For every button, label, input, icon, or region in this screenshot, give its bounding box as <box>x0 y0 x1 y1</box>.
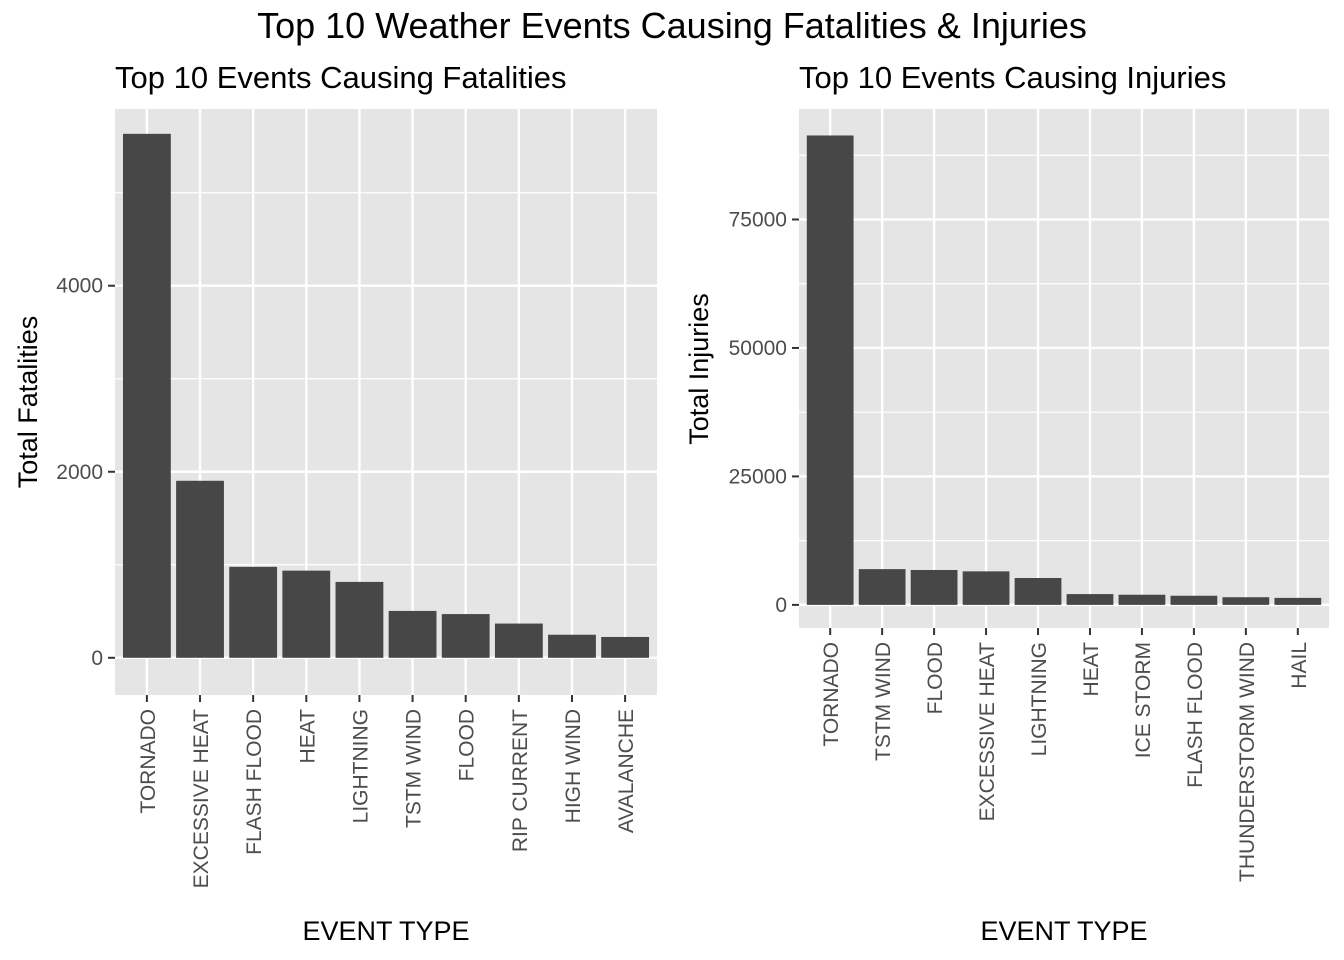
injuries-bars <box>806 135 1322 605</box>
fatalities-bar-tornado <box>122 133 171 658</box>
fatalities-x-tick-label: HIGH WIND <box>562 709 585 823</box>
fatalities-chart-title: Top 10 Events Causing Fatalities <box>115 60 566 95</box>
fatalities-y-axis-title: Total Fatalities <box>13 316 43 489</box>
injuries-chart: Top 10 Events Causing Injuries 0 25000 500… <box>684 60 1329 946</box>
injuries-bar-hail <box>1274 597 1322 605</box>
injuries-bar-tstm-wind <box>858 569 906 605</box>
fatalities-bar-rip-current <box>494 623 543 658</box>
fatalities-x-tick-label: EXCESSIVE HEAT <box>190 709 213 889</box>
fatalities-x-axis: TORNADO EXCESSIVE HEAT FLASH FLOOD HEAT LIGH… <box>137 695 638 888</box>
fatalities-bar-heat <box>282 570 331 658</box>
injuries-x-axis-title: EVENT TYPE <box>980 916 1147 946</box>
fatalities-y-tick-label: 2000 <box>56 461 103 484</box>
fatalities-bar-lightning <box>335 581 384 658</box>
injuries-bar-tornado <box>806 135 854 605</box>
injuries-bar-thunderstorm-wind <box>1222 597 1270 605</box>
fatalities-x-tick-label: FLOOD <box>456 709 479 781</box>
injuries-bar-excessive-heat <box>962 571 1010 605</box>
injuries-y-tick-label: 50000 <box>729 337 787 360</box>
fatalities-bar-flood <box>441 614 490 658</box>
injuries-chart-title: Top 10 Events Causing Injuries <box>799 60 1226 95</box>
fatalities-bar-flash-flood <box>229 566 278 658</box>
fatalities-x-tick-label: TSTM WIND <box>403 709 426 828</box>
fatalities-chart: Top 10 Events Causing Fatalities 0 2000 40… <box>13 60 657 946</box>
injuries-x-tick-label: LIGHTNING <box>1028 642 1051 756</box>
injuries-y-tick-label: 25000 <box>729 465 787 488</box>
injuries-y-axis-title: Total Injuries <box>684 293 714 445</box>
main-title: Top 10 Weather Events Causing Fatalities… <box>257 5 1087 46</box>
fatalities-y-tick-label: 4000 <box>56 275 103 298</box>
fatalities-x-tick-label: HEAT <box>296 709 319 764</box>
injuries-x-tick-label: FLOOD <box>924 642 947 714</box>
fatalities-x-tick-label: RIP CURRENT <box>509 709 532 852</box>
fatalities-x-tick-label: LIGHTNING <box>349 709 372 823</box>
fatalities-bar-excessive-heat <box>176 480 224 658</box>
fatalities-bar-high-wind <box>548 634 596 658</box>
injuries-bar-ice-storm <box>1118 594 1166 605</box>
injuries-bar-lightning <box>1014 578 1062 605</box>
fatalities-y-axis: 0 2000 4000 <box>56 275 115 670</box>
injuries-x-tick-label: TSTM WIND <box>872 642 895 761</box>
fatalities-x-tick-label: FLASH FLOOD <box>243 709 266 855</box>
injuries-bar-flash-flood <box>1170 595 1218 605</box>
injuries-x-tick-label: EXCESSIVE HEAT <box>976 642 999 822</box>
fatalities-bars <box>122 133 650 658</box>
injuries-x-axis: TORNADO TSTM WIND FLOOD EXCESSIVE HEAT LIGHT… <box>820 628 1311 882</box>
fatalities-x-tick-label: AVALANCHE <box>615 709 638 833</box>
injuries-x-tick-label: TORNADO <box>820 642 843 747</box>
injuries-bar-heat <box>1066 594 1114 605</box>
injuries-y-tick-label: 75000 <box>729 208 787 231</box>
fatalities-x-tick-label: TORNADO <box>137 709 160 814</box>
fatalities-x-axis-title: EVENT TYPE <box>302 916 469 946</box>
fatalities-bar-tstm-wind <box>388 610 437 658</box>
injuries-x-tick-label: HAIL <box>1288 642 1311 689</box>
fatalities-bar-avalanche <box>601 636 650 658</box>
injuries-bar-flood <box>910 569 958 605</box>
fatalities-y-tick-label: 0 <box>91 647 103 670</box>
injuries-x-tick-label: HEAT <box>1080 642 1103 697</box>
injuries-y-tick-label: 0 <box>775 594 787 617</box>
injuries-x-tick-label: ICE STORM <box>1132 642 1155 758</box>
injuries-y-axis: 0 25000 50000 75000 <box>729 208 799 617</box>
injuries-x-tick-label: FLASH FLOOD <box>1184 642 1207 788</box>
injuries-x-tick-label: THUNDERSTORM WIND <box>1236 642 1259 882</box>
injuries-plot-panel <box>799 109 1329 628</box>
